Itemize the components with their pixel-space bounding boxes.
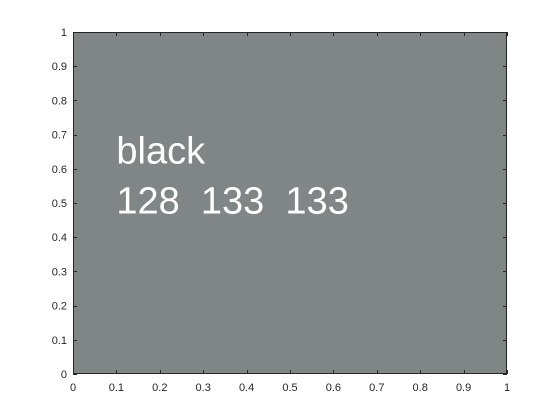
x-tick-label: 0.4 <box>239 382 254 394</box>
y-tick-label: 0.5 <box>52 198 67 210</box>
rgb-values-label: 128 133 133 <box>116 180 348 222</box>
x-tick-label: 0.2 <box>152 382 167 394</box>
y-tick-label: 0.3 <box>52 266 67 278</box>
x-tick-label: 0.5 <box>282 382 297 394</box>
image-fill <box>73 32 507 374</box>
y-tick-label: 0.1 <box>52 335 67 347</box>
y-tick-label: 0 <box>61 369 67 381</box>
y-tick-label: 0.4 <box>52 232 67 244</box>
y-tick-label: 0.2 <box>52 301 67 313</box>
x-tick-label: 0 <box>70 382 76 394</box>
y-tick-label: 0.6 <box>52 164 67 176</box>
axes: 0 0.1 0.2 0.3 0.4 0.5 0.6 0.7 0.8 0.9 1 0 0.1 0.2 0.3 0… <box>52 27 510 394</box>
x-tick-label: 0.7 <box>369 382 384 394</box>
x-tick-label: 0.1 <box>109 382 124 394</box>
y-tick-label: 0.8 <box>52 95 67 107</box>
x-tick-label: 1 <box>504 382 510 394</box>
x-tick-label: 0.3 <box>196 382 211 394</box>
x-tick-label: 0.6 <box>326 382 341 394</box>
x-tick-label: 0.9 <box>456 382 471 394</box>
y-tick-label: 0.9 <box>52 61 67 73</box>
y-tick-label: 0.7 <box>52 130 67 142</box>
color-name-label: black <box>116 131 206 173</box>
y-tick-label: 1 <box>61 27 67 39</box>
x-tick-label: 0.8 <box>413 382 428 394</box>
